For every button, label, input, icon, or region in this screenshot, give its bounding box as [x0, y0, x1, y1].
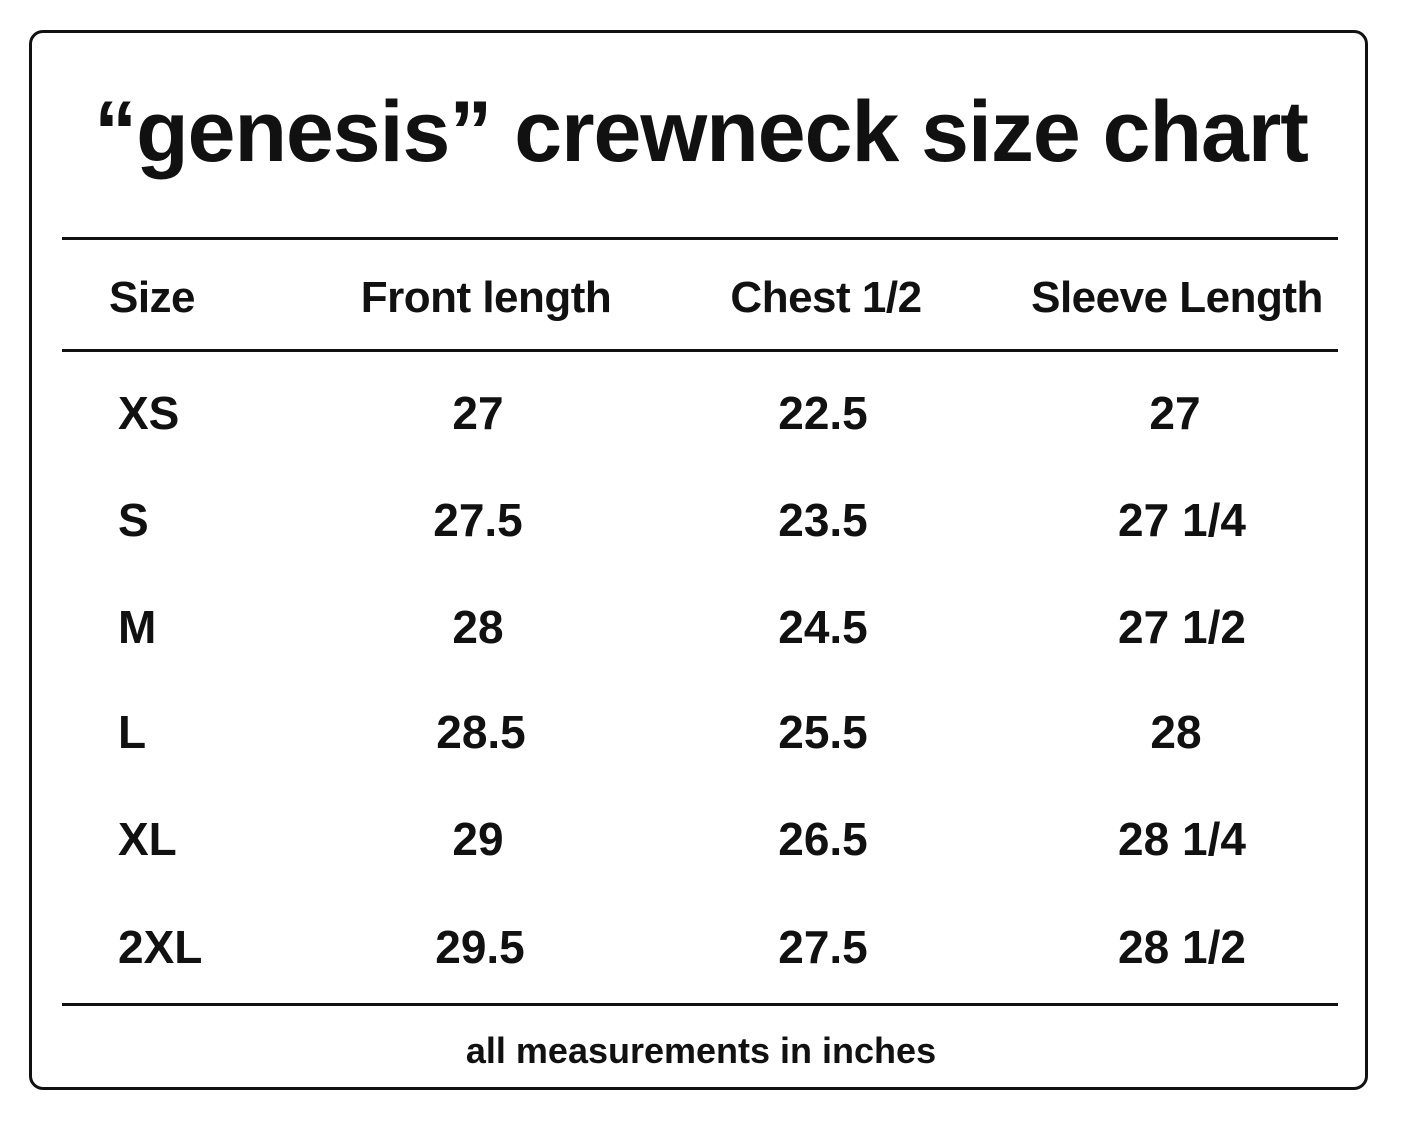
table-cell-sleeve-length: 27 1/4	[1118, 494, 1246, 546]
table-cell-size: S	[118, 494, 149, 546]
column-header-front-length: Front length	[360, 273, 612, 322]
chart-frame	[29, 30, 1368, 1090]
column-header-chest-half: Chest 1/2	[730, 273, 922, 322]
table-cell-front-length: 27.5	[433, 494, 523, 546]
table-cell-sleeve-length: 28 1/4	[1118, 813, 1246, 865]
header-bottom-divider	[62, 349, 1338, 352]
table-cell-sleeve-length: 28 1/2	[1118, 921, 1246, 973]
table-cell-size: L	[118, 706, 147, 758]
table-cell-front-length: 28	[452, 601, 504, 653]
table-cell-front-length: 29	[452, 813, 504, 865]
table-cell-chest-half: 22.5	[778, 387, 868, 439]
table-cell-front-length: 27	[452, 387, 504, 439]
table-cell-size: XS	[118, 387, 180, 439]
table-cell-chest-half: 26.5	[778, 813, 868, 865]
table-cell-size: 2XL	[118, 921, 203, 973]
page-title: “genesis” crewneck size chart	[94, 84, 1309, 180]
table-cell-size: XL	[118, 813, 177, 865]
table-cell-chest-half: 23.5	[778, 494, 868, 546]
table-cell-chest-half: 24.5	[778, 601, 868, 653]
column-header-sleeve-length: Sleeve Length	[1031, 273, 1323, 322]
header-top-divider	[62, 237, 1338, 240]
column-header-size: Size	[108, 273, 196, 322]
table-cell-chest-half: 25.5	[778, 706, 868, 758]
table-cell-sleeve-length: 27 1/2	[1118, 601, 1246, 653]
table-cell-size: M	[118, 601, 157, 653]
table-cell-front-length: 29.5	[435, 921, 525, 973]
table-cell-sleeve-length: 27	[1149, 387, 1201, 439]
table-cell-front-length: 28.5	[436, 706, 526, 758]
table-cell-chest-half: 27.5	[778, 921, 868, 973]
table-bottom-divider	[62, 1003, 1338, 1006]
table-cell-sleeve-length: 28	[1150, 706, 1202, 758]
footer-note: all measurements in inches	[465, 1030, 937, 1071]
